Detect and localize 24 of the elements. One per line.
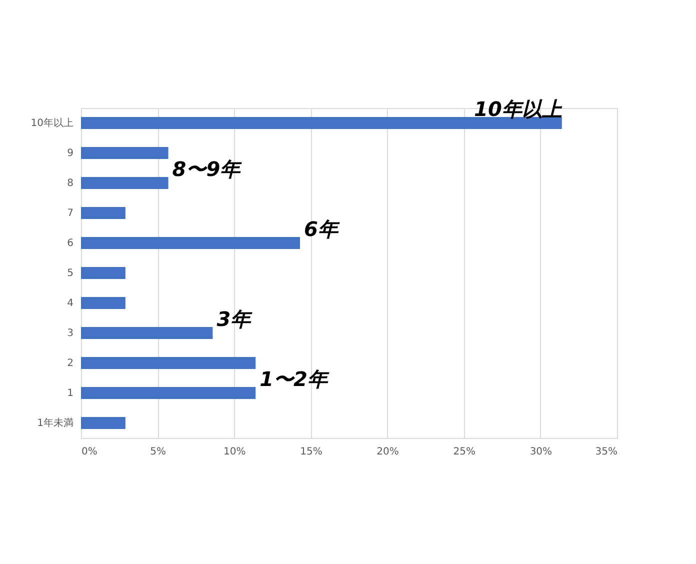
annotation: 6年 — [304, 217, 340, 241]
annotation: 1〜2年 — [260, 367, 330, 391]
x-tick-label: 15% — [300, 446, 322, 458]
x-tick-label: 10% — [224, 446, 246, 458]
y-tick-label: 7 — [67, 208, 74, 219]
y-tick-label: 3 — [67, 328, 74, 339]
annotation: 10年以上 — [474, 97, 563, 121]
x-tick-label: 30% — [530, 446, 552, 458]
x-tick-label: 35% — [595, 446, 618, 458]
y-tick-label: 6 — [67, 238, 74, 249]
y-tick-label: 10年以上 — [30, 117, 74, 129]
y-tick-label: 4 — [67, 298, 74, 309]
annotation: 8〜9年 — [172, 157, 242, 181]
y-tick-label: 5 — [67, 268, 74, 279]
x-tick-label: 20% — [376, 446, 399, 458]
y-tick-label: 1 — [67, 388, 74, 399]
y-tick-label: 9 — [67, 148, 74, 159]
x-tick-label: 25% — [453, 446, 476, 458]
annotation: 3年 — [216, 307, 253, 331]
x-tick-label: 0% — [82, 446, 98, 458]
y-tick-label: 8 — [67, 178, 74, 189]
y-tick-label: 1年未満 — [37, 417, 74, 429]
x-tick-label: 5% — [150, 446, 166, 458]
y-tick-label: 2 — [67, 358, 74, 369]
